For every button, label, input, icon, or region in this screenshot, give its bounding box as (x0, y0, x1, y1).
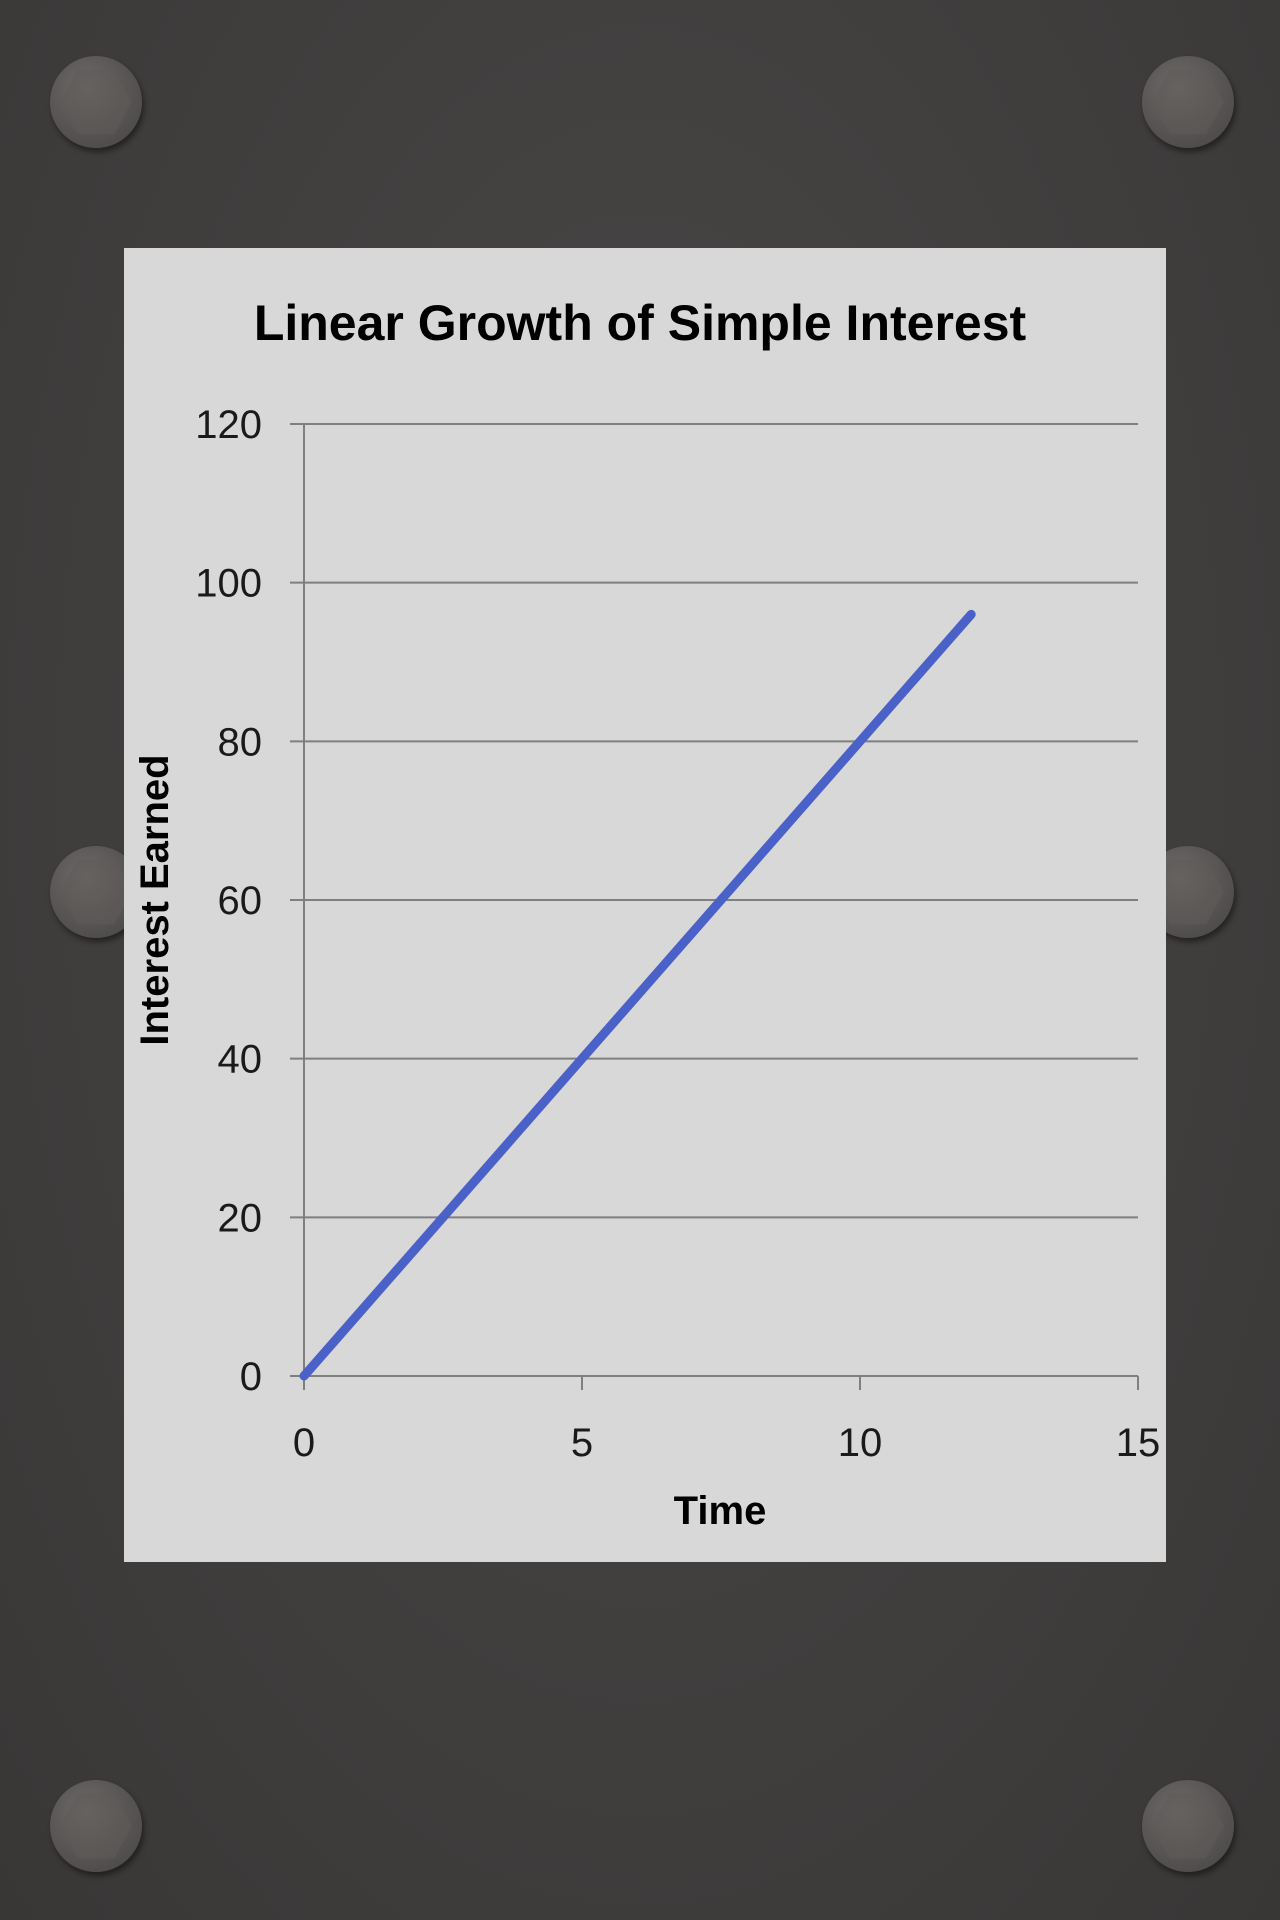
gridlines (290, 423, 1138, 1219)
y-tick-label: 120 (195, 403, 262, 447)
y-tick-label: 20 (218, 1196, 263, 1240)
x-tick-label: 15 (1116, 1421, 1161, 1465)
x-tick-label: 0 (293, 1421, 315, 1465)
y-tick-label: 40 (218, 1038, 263, 1082)
chart-title: Linear Growth of Simple Interest (254, 295, 1027, 351)
line-chart: 0 20 40 60 80 100 120 0 5 10 15 Linear Growth of … (133, 295, 1160, 1533)
bolt-bottom-left-icon (50, 1780, 142, 1872)
y-tick-labels: 0 20 40 60 80 100 120 (195, 403, 262, 1399)
x-tick-label: 5 (571, 1421, 593, 1465)
x-tick-label: 10 (838, 1421, 883, 1465)
chart-card: 0 20 40 60 80 100 120 0 5 10 15 Linear Growth of … (124, 248, 1166, 1562)
y-tick-label: 80 (218, 720, 263, 764)
y-tick-label: 60 (218, 879, 263, 923)
x-tick-labels: 0 5 10 15 (293, 1421, 1160, 1465)
y-tick-label: 100 (195, 562, 262, 606)
axes (290, 424, 1139, 1390)
series-group (299, 609, 976, 1381)
series-line-0 (299, 609, 976, 1381)
y-tick-label: 0 (240, 1355, 262, 1399)
bolt-bottom-right-icon (1142, 1780, 1234, 1872)
x-axis-label: Time (674, 1489, 767, 1533)
y-axis-label: Interest Earned (133, 754, 177, 1045)
bolt-top-right-icon (1142, 56, 1234, 148)
bolt-top-left-icon (50, 56, 142, 148)
